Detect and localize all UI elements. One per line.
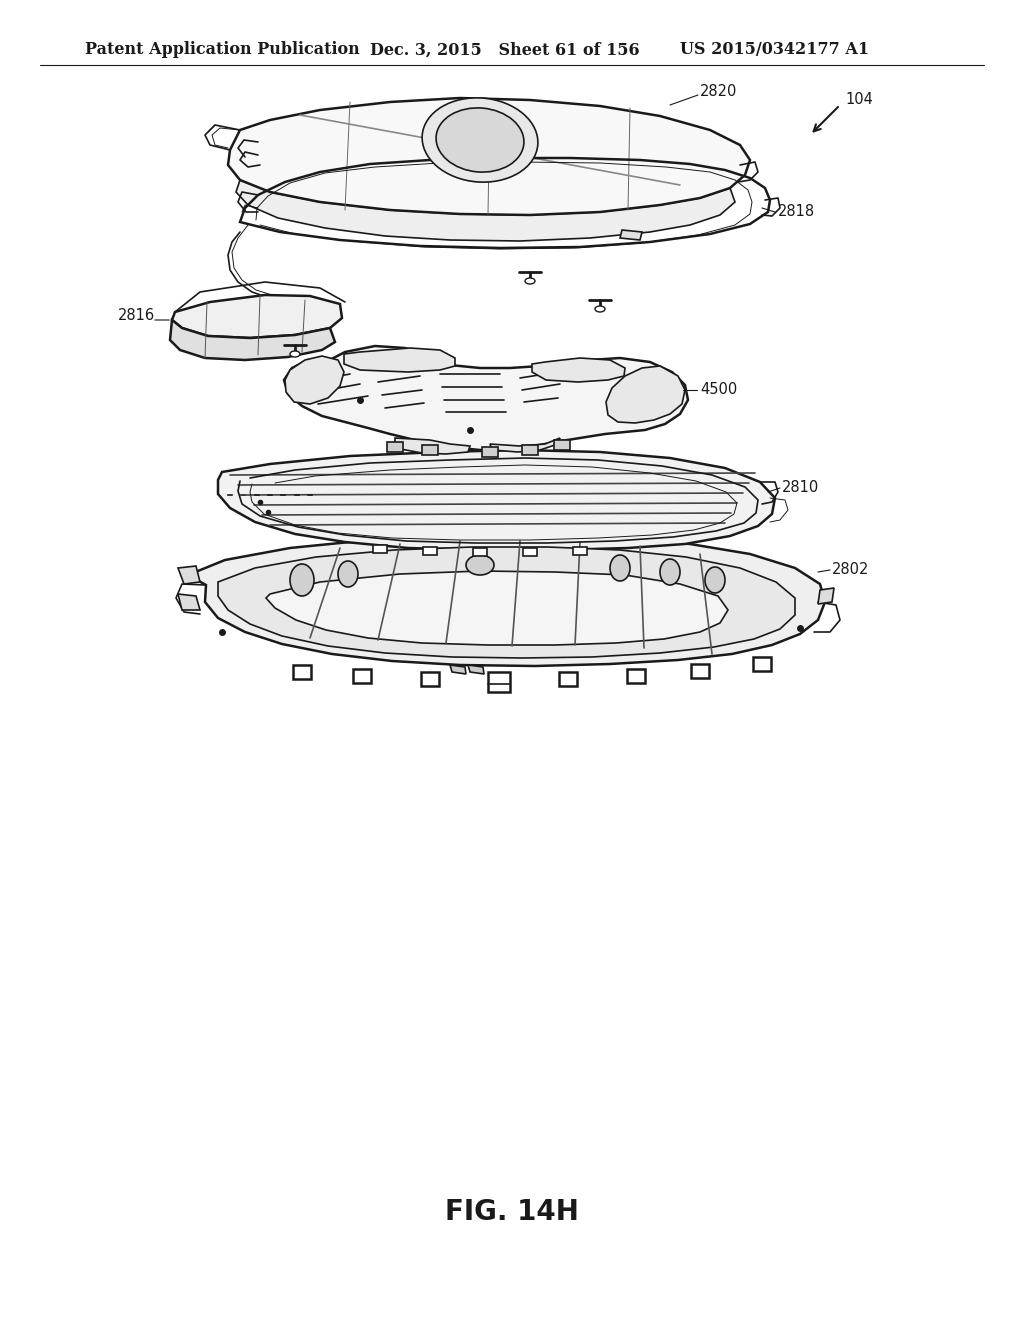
Polygon shape <box>344 348 455 372</box>
Polygon shape <box>620 230 642 240</box>
Text: Dec. 3, 2015   Sheet 61 of 156: Dec. 3, 2015 Sheet 61 of 156 <box>370 41 640 58</box>
Polygon shape <box>490 673 509 686</box>
Polygon shape <box>178 566 200 583</box>
Polygon shape <box>559 672 577 686</box>
Text: Patent Application Publication: Patent Application Publication <box>85 41 359 58</box>
Text: 2816: 2816 <box>118 308 155 322</box>
Ellipse shape <box>525 279 535 284</box>
Polygon shape <box>284 346 688 450</box>
Polygon shape <box>373 545 387 553</box>
Polygon shape <box>753 657 771 671</box>
Ellipse shape <box>422 98 538 182</box>
Polygon shape <box>490 438 560 451</box>
Polygon shape <box>818 587 834 605</box>
Polygon shape <box>266 572 728 645</box>
Polygon shape <box>523 548 537 556</box>
Polygon shape <box>170 319 335 360</box>
Ellipse shape <box>290 351 300 356</box>
Polygon shape <box>421 672 439 686</box>
Ellipse shape <box>660 558 680 585</box>
Polygon shape <box>218 450 775 550</box>
Polygon shape <box>228 98 750 215</box>
Polygon shape <box>353 669 371 682</box>
Text: 2802: 2802 <box>831 562 869 578</box>
Polygon shape <box>423 546 437 554</box>
Polygon shape <box>606 366 685 422</box>
Text: 2820: 2820 <box>700 84 737 99</box>
Polygon shape <box>188 535 825 667</box>
Polygon shape <box>627 669 645 682</box>
Polygon shape <box>532 358 625 381</box>
Polygon shape <box>482 447 498 457</box>
Polygon shape <box>293 665 311 678</box>
Ellipse shape <box>466 554 494 576</box>
Text: 4500: 4500 <box>700 383 737 397</box>
Polygon shape <box>387 442 403 451</box>
Text: 2818: 2818 <box>778 205 815 219</box>
Polygon shape <box>473 548 487 556</box>
Polygon shape <box>573 546 587 554</box>
Polygon shape <box>172 294 342 338</box>
Polygon shape <box>395 438 470 454</box>
Polygon shape <box>468 665 484 675</box>
Polygon shape <box>522 445 538 455</box>
Polygon shape <box>218 546 795 657</box>
Ellipse shape <box>338 561 358 587</box>
Polygon shape <box>236 180 735 242</box>
Polygon shape <box>488 672 510 692</box>
Text: 2810: 2810 <box>782 480 819 495</box>
Ellipse shape <box>290 564 314 597</box>
Polygon shape <box>450 665 466 675</box>
Polygon shape <box>285 356 344 404</box>
Ellipse shape <box>595 306 605 312</box>
Polygon shape <box>422 445 438 455</box>
Text: FIG. 14H: FIG. 14H <box>445 1199 579 1226</box>
Ellipse shape <box>705 568 725 593</box>
Text: 104: 104 <box>845 92 872 107</box>
Ellipse shape <box>610 554 630 581</box>
Polygon shape <box>691 664 709 678</box>
Polygon shape <box>178 594 200 610</box>
Ellipse shape <box>436 108 524 172</box>
Text: US 2015/0342177 A1: US 2015/0342177 A1 <box>680 41 869 58</box>
Polygon shape <box>554 440 570 450</box>
